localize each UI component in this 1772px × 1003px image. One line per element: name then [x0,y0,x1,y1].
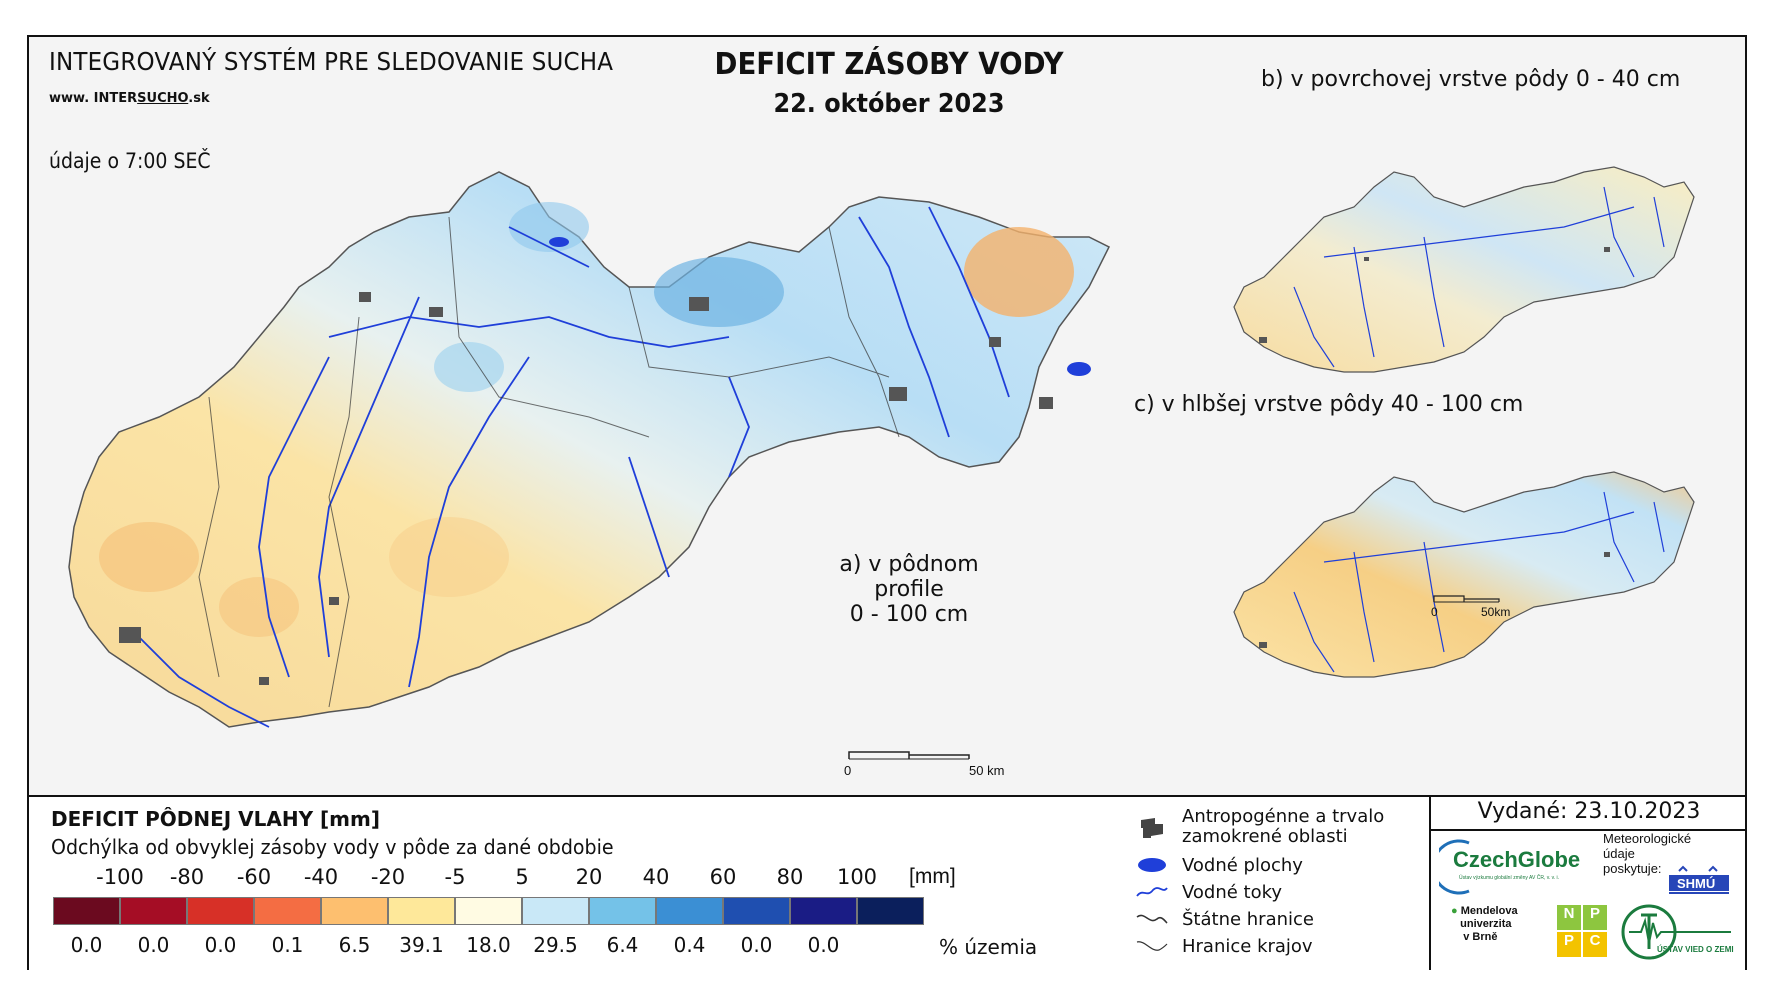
legend-tick-label: -60 [236,865,272,889]
stream-icon [1134,880,1170,904]
legend-swatch [388,897,455,925]
shmu-logo: SHMÚ [1669,865,1731,897]
legend-swatch [120,897,187,925]
water-body-main [1067,362,1091,376]
map-title: DEFICIT ZÁSOBY VODY [714,47,1064,82]
legend-percentage: 6.4 [606,933,639,957]
main-map [68,171,1111,728]
symbol-state-borders: Štátne hranice [1134,907,1314,931]
map-date: 22. október 2023 [773,89,1005,119]
legend-tick-label: -100 [96,865,144,889]
legend-percentage: 0.0 [807,933,840,957]
scale-main-end: 50 km [969,763,1005,778]
scale-bar-main [848,751,970,760]
map-c-label: c) v hlbšej vrstve pôdy 40 - 100 cm [1134,392,1524,417]
system-title: INTEGROVANÝ SYSTÉM PRE SLEDOVANIE SUCHA [49,47,614,76]
legend-tick-label: -40 [303,865,339,889]
legend-percentages: 0.0 0.0 0.0 0.1 6.5 39.1 18.0 29.5 6.4 0.4 0.0 0.0 [53,933,857,957]
map-b [1233,166,1695,373]
legend-tick-label: 5 [515,865,529,889]
scale-small-end: 50km [1481,605,1511,619]
legend-percentage: 39.1 [399,933,444,957]
slovakia-shape-main [68,171,1111,728]
water-body-icon [1134,853,1170,877]
legend-swatch [254,897,321,925]
urban-areas-main [119,292,1053,685]
legend-swatch [656,897,723,925]
legend-percentage: 0.0 [70,933,103,957]
legend-percentage: 6.5 [338,933,371,957]
legend-swatch [321,897,388,925]
percent-unit: % územia [939,935,1038,959]
map-c [1233,471,1695,678]
legend-tick-label: -20 [370,865,406,889]
mendel-logo: ● Mendelova univerzita v Brně [1451,905,1518,943]
legend-tick-label: -5 [444,865,466,889]
data-time-note: údaje o 7:00 SEČ [49,149,211,173]
legend-swatch [723,897,790,925]
region-borders-main [198,216,900,708]
legend-tick-label: 40 [642,865,670,889]
meteo-credit: Meteorologické údaje poskytuje: [1603,831,1692,876]
legend-swatch [589,897,656,925]
symbol-region-borders: Hranice krajov [1134,934,1313,958]
legend-panel: DEFICIT PÔDNEJ VLAHY [mm] Odchýlka od ob… [29,795,1747,970]
uvz-logo: ÚSTAV VIED O ZEMI [1621,901,1737,963]
legend-percentage: 0.4 [673,933,706,957]
legend-tick-labels: -100 -80 -60 -40 -20 -5 5 20 40 60 80 100 [51,865,951,889]
legend-percentage: 0.1 [271,933,304,957]
legend-title: DEFICIT PÔDNEJ VLAHY [mm] [51,807,381,831]
map-a-label: a) v pôdnom profile 0 - 100 cm [839,552,979,627]
legend-percentage: 0.0 [137,933,170,957]
map-frame: INTEGROVANÝ SYSTÉM PRE SLEDOVANIE SUCHA … [27,35,1747,970]
legend-tick-label: 20 [575,865,603,889]
symbol-water-streams: Vodné toky [1134,880,1282,904]
czechglobe-logo: CzechGlobe Ústav výzkumu globální změny … [1439,835,1604,905]
legend-tick-label: 60 [709,865,737,889]
legend-subtitle: Odchýlka od obvyklej zásoby vody v pôde … [51,835,614,859]
region-border-icon [1134,934,1170,958]
issued-box: Vydané: 23.10.2023 CzechGlobe Ústav výzk… [1429,797,1747,970]
legend-swatches [53,897,924,927]
legend-tick-label: 100 [836,865,878,889]
legend-swatch [522,897,589,925]
legend-swatch [53,897,120,925]
legend-swatch [857,897,924,925]
legend-swatch [187,897,254,925]
nppc-logo: N P P C [1557,905,1607,957]
legend-percentage: 18.0 [466,933,511,957]
map-b-label: b) v povrchovej vrstve pôdy 0 - 40 cm [1261,67,1681,92]
legend-swatch [790,897,857,925]
rivers-main [138,206,1010,728]
surplus-patch-north [654,257,784,327]
legend-percentage: 0.0 [204,933,237,957]
urban-area-icon [1134,815,1170,839]
scale-main-start: 0 [844,763,852,778]
legend-swatch [455,897,522,925]
scale-small-start: 0 [1431,605,1438,619]
legend-percentage: 29.5 [533,933,578,957]
legend-unit: [mm] [909,865,956,888]
legend-tick-label: -80 [169,865,205,889]
deficit-patch-east [964,227,1074,317]
state-border-icon [1134,907,1170,931]
deficit-patch-west [99,522,199,592]
symbol-water-bodies: Vodné plochy [1134,853,1303,877]
legend-tick-label: 80 [776,865,804,889]
legend-percentage: 0.0 [740,933,773,957]
issued-date: Vydané: 23.10.2023 [1431,799,1747,831]
website-link[interactable]: www. INTERSUCHO.sk [49,91,210,106]
symbol-anthropogenic: Antropogénne a trvalo zamokrené oblasti [1134,807,1384,847]
scale-bar-small [1433,595,1500,603]
